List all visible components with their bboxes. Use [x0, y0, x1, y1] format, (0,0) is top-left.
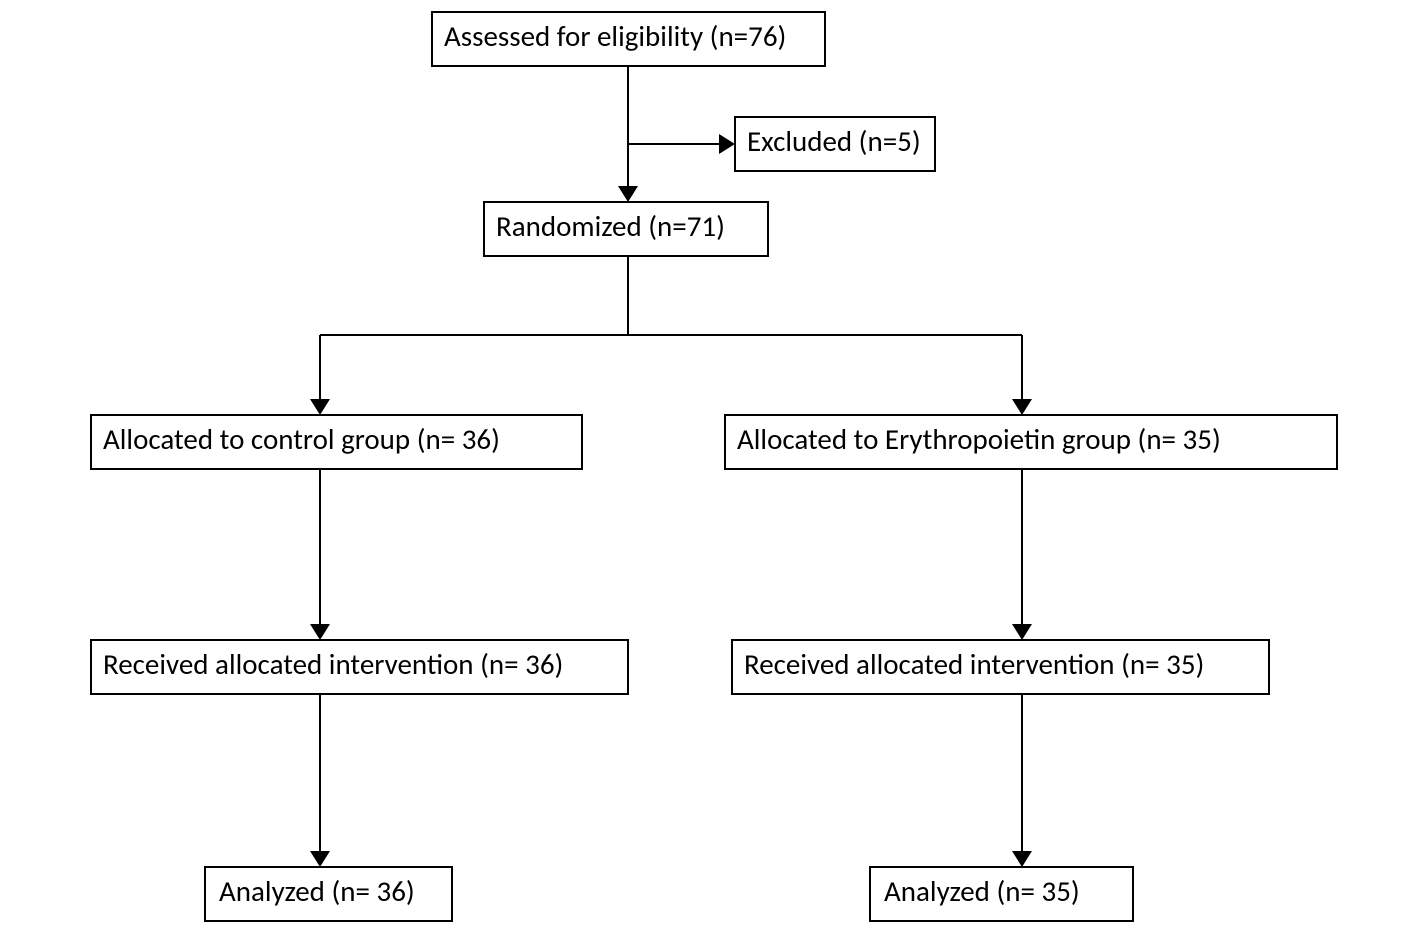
flow-node-randomized: Randomized (n=71): [484, 202, 768, 256]
flow-node-alloc_epo: Allocated to Erythropoietin group (n= 35…: [725, 415, 1337, 469]
flow-node-label: Received allocated intervention (n= 36): [103, 646, 563, 682]
flow-node-label: Received allocated intervention (n= 35): [744, 646, 1204, 682]
flow-node-anal_ctrl: Analyzed (n= 36): [205, 867, 452, 921]
flow-node-label: Excluded (n=5): [747, 123, 921, 159]
flow-node-label: Analyzed (n= 35): [884, 873, 1080, 909]
flow-node-alloc_ctrl: Allocated to control group (n= 36): [91, 415, 582, 469]
flow-node-label: Allocated to Erythropoietin group (n= 35…: [737, 421, 1221, 457]
flow-node-assessed: Assessed for eligibility (n=76): [432, 12, 825, 66]
flow-node-recv_epo: Received allocated intervention (n= 35): [732, 640, 1269, 694]
flow-node-label: Randomized (n=71): [496, 208, 725, 244]
flow-node-excluded: Excluded (n=5): [735, 117, 935, 171]
flow-node-anal_epo: Analyzed (n= 35): [870, 867, 1133, 921]
consort-flowchart: Assessed for eligibility (n=76) Excluded …: [0, 0, 1416, 934]
flow-node-label: Assessed for eligibility (n=76): [444, 18, 786, 54]
flow-node-recv_ctrl: Received allocated intervention (n= 36): [91, 640, 628, 694]
flow-node-label: Analyzed (n= 36): [219, 873, 415, 909]
flow-node-label: Allocated to control group (n= 36): [103, 421, 500, 457]
